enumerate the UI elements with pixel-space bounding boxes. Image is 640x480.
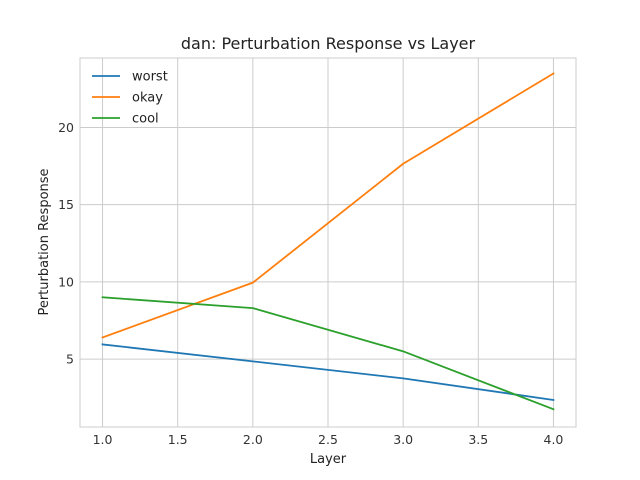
legend-label-okay: okay [132, 91, 163, 106]
chart-title: dan: Perturbation Response vs Layer [181, 34, 476, 53]
y-tick-label: 10 [58, 274, 74, 289]
y-tick-label: 15 [58, 197, 74, 212]
x-tick-label: 3.5 [468, 432, 488, 447]
y-axis-label: Perturbation Response [37, 168, 52, 315]
x-tick-label: 2.0 [243, 432, 263, 447]
y-tick-label: 20 [58, 120, 74, 135]
x-axis-label: Layer [310, 452, 347, 467]
series-line-cool [101, 296, 555, 411]
legend-label-worst: worst [132, 70, 168, 85]
series-lines [101, 72, 555, 411]
x-tick-label: 3.0 [393, 432, 413, 447]
legend-label-cool: cool [132, 112, 159, 127]
y-tick-label: 5 [66, 352, 74, 367]
x-tick-label: 2.5 [318, 432, 338, 447]
plot-frame [79, 57, 577, 428]
series-line-okay [101, 72, 555, 339]
x-tick-label: 4.0 [544, 432, 564, 447]
x-tick-label: 1.5 [168, 432, 188, 447]
x-tick-label: 1.0 [93, 432, 113, 447]
y-tick-labels: 5 10 15 20 [58, 120, 74, 367]
x-tick-labels: 1.0 1.5 2.0 2.5 3.0 3.5 4.0 [93, 432, 564, 447]
series-line-worst [101, 343, 555, 402]
legend: worst okay cool [92, 70, 168, 127]
